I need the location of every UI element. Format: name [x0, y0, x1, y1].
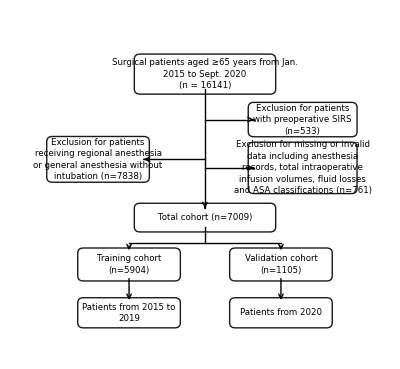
Text: Exclusion for patients
receiving regional anesthesia
or general anesthesia witho: Exclusion for patients receiving regiona… [34, 138, 163, 181]
Text: Total cohort (n=7009): Total cohort (n=7009) [158, 213, 252, 222]
FancyBboxPatch shape [230, 298, 332, 328]
Text: Patients from 2020: Patients from 2020 [240, 308, 322, 317]
Text: Exclusion for patients
with preoperative SIRS
(n=533): Exclusion for patients with preoperative… [254, 104, 352, 135]
FancyBboxPatch shape [248, 142, 357, 194]
Text: Exclusion for missing or invalid
data including anesthesia
records, total intrao: Exclusion for missing or invalid data in… [234, 141, 372, 195]
FancyBboxPatch shape [134, 203, 276, 232]
Text: Training cohort
(n=5904): Training cohort (n=5904) [97, 254, 161, 275]
FancyBboxPatch shape [78, 298, 180, 328]
Text: Surgical patients aged ≥65 years from Jan.
2015 to Sept. 2020
(n = 16141): Surgical patients aged ≥65 years from Ja… [112, 58, 298, 90]
FancyBboxPatch shape [134, 54, 276, 94]
FancyBboxPatch shape [47, 137, 149, 182]
FancyBboxPatch shape [248, 102, 357, 137]
Text: Validation cohort
(n=1105): Validation cohort (n=1105) [244, 254, 317, 275]
FancyBboxPatch shape [230, 248, 332, 281]
FancyBboxPatch shape [78, 248, 180, 281]
Text: Patients from 2015 to
2019: Patients from 2015 to 2019 [82, 303, 176, 323]
